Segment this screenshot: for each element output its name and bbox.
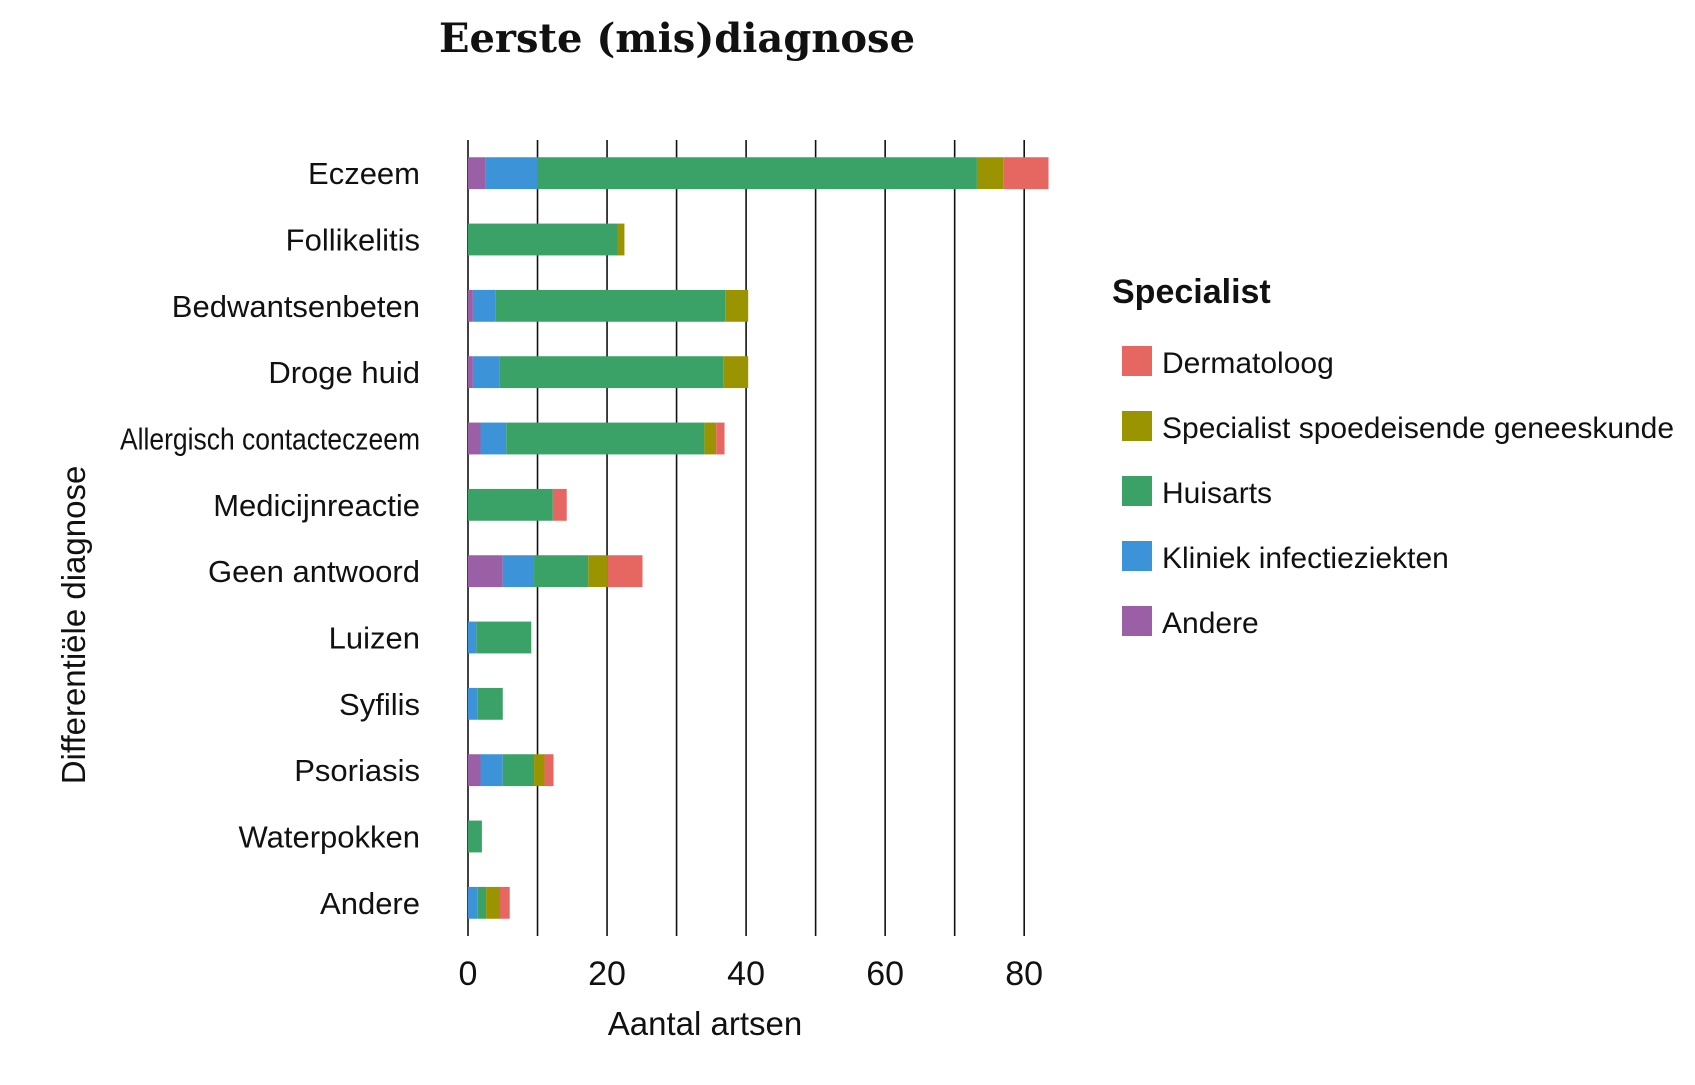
category-label-2: Bedwantsenbeten [172, 289, 420, 324]
x-tick-0: 0 [459, 955, 478, 993]
bar-segment-0-2 [537, 157, 977, 190]
category-label-10: Waterpokken [239, 820, 421, 855]
category-label-4: Allergisch contacteczeem [120, 422, 420, 457]
bar-segment-11-2 [477, 886, 487, 919]
chart-title: Eerste (mis)diagnose [439, 15, 915, 62]
bar-segment-7-1 [468, 621, 477, 654]
bar-segment-0-1 [485, 157, 538, 190]
bar-segment-0-0 [468, 157, 486, 190]
bar-segment-8-1 [468, 687, 478, 720]
legend-swatch-1 [1122, 411, 1152, 441]
bar-segment-3-0 [468, 356, 473, 389]
bar-segment-7-2 [476, 621, 532, 654]
category-label-11: Andere [320, 886, 420, 921]
bar-segment-11-1 [468, 886, 478, 919]
category-labels: Eczeem Follikelitis Bedwantsenbeten Droge h… [120, 156, 420, 921]
bar-segment-4-3 [704, 422, 717, 455]
bar-segment-2-2 [495, 289, 726, 322]
x-tick-labels: 0 20 40 60 80 [459, 955, 1044, 993]
category-label-3: Droge huid [268, 355, 420, 390]
x-axis-title: Aantal artsen [608, 1005, 802, 1042]
category-label-8: Syfilis [339, 687, 420, 722]
category-label-6: Geen antwoord [208, 554, 420, 589]
bar-segment-4-0 [468, 422, 481, 455]
bar-segment-6-1 [502, 555, 535, 588]
bar-segment-4-1 [480, 422, 507, 455]
legend-title: Specialist [1112, 273, 1271, 311]
bar-segment-0-3 [976, 157, 1004, 190]
bar-segment-10-2 [468, 820, 482, 853]
legend-swatch-3 [1122, 541, 1152, 571]
category-label-0: Eczeem [308, 156, 420, 191]
x-tick-1: 20 [588, 955, 626, 993]
gridlines [467, 140, 1025, 936]
legend-swatch-2 [1122, 476, 1152, 506]
bar-segment-8-2 [477, 687, 503, 720]
bar-segment-9-0 [468, 754, 481, 787]
bar-segment-3-1 [472, 356, 500, 389]
bar-segment-1-2 [468, 223, 618, 256]
bar-segment-6-4 [607, 555, 643, 588]
legend-swatch-4 [1122, 606, 1152, 636]
category-label-9: Psoriasis [294, 753, 420, 788]
category-label-5: Medicijnreactie [213, 488, 420, 523]
bar-segment-5-2 [468, 488, 553, 521]
y-axis-title: Differentiële diagnose [55, 466, 92, 785]
legend-swatch-0 [1122, 346, 1152, 376]
bar-segment-2-1 [472, 289, 496, 322]
bar-segment-2-3 [725, 289, 749, 322]
bar-segment-9-2 [502, 754, 535, 787]
legend-label-4: Andere [1162, 607, 1259, 640]
bar-segment-4-4 [716, 422, 725, 455]
bar-segment-6-3 [588, 555, 608, 588]
bar-segment-9-1 [480, 754, 503, 787]
bar-segment-2-0 [468, 289, 473, 322]
bar-segment-1-3 [617, 223, 625, 256]
bar-segment-6-0 [468, 555, 503, 588]
bar-segment-6-2 [534, 555, 589, 588]
legend-label-3: Kliniek infectieziekten [1162, 542, 1449, 575]
bar-segment-4-2 [506, 422, 705, 455]
category-label-1: Follikelitis [286, 223, 420, 258]
bar-segment-3-2 [499, 356, 724, 389]
bars [468, 157, 1049, 919]
bar-segment-9-4 [544, 754, 554, 787]
bar-segment-11-4 [499, 886, 510, 919]
legend-label-2: Huisarts [1162, 477, 1272, 510]
x-tick-2: 40 [727, 955, 765, 993]
legend-label-0: Dermatoloog [1162, 347, 1334, 380]
bar-segment-0-4 [1003, 157, 1049, 190]
bar-segment-3-3 [723, 356, 749, 389]
bar-segment-9-3 [534, 754, 545, 787]
legend: Specialist Dermatoloog Specialist spoedei… [1112, 273, 1674, 640]
bar-segment-11-3 [486, 886, 500, 919]
x-tick-4: 80 [1005, 955, 1043, 993]
x-tick-3: 60 [866, 955, 904, 993]
category-label-7: Luizen [329, 621, 420, 656]
bar-segment-5-4 [552, 488, 567, 521]
legend-label-1: Specialist spoedeisende geneeskunde [1162, 412, 1674, 445]
